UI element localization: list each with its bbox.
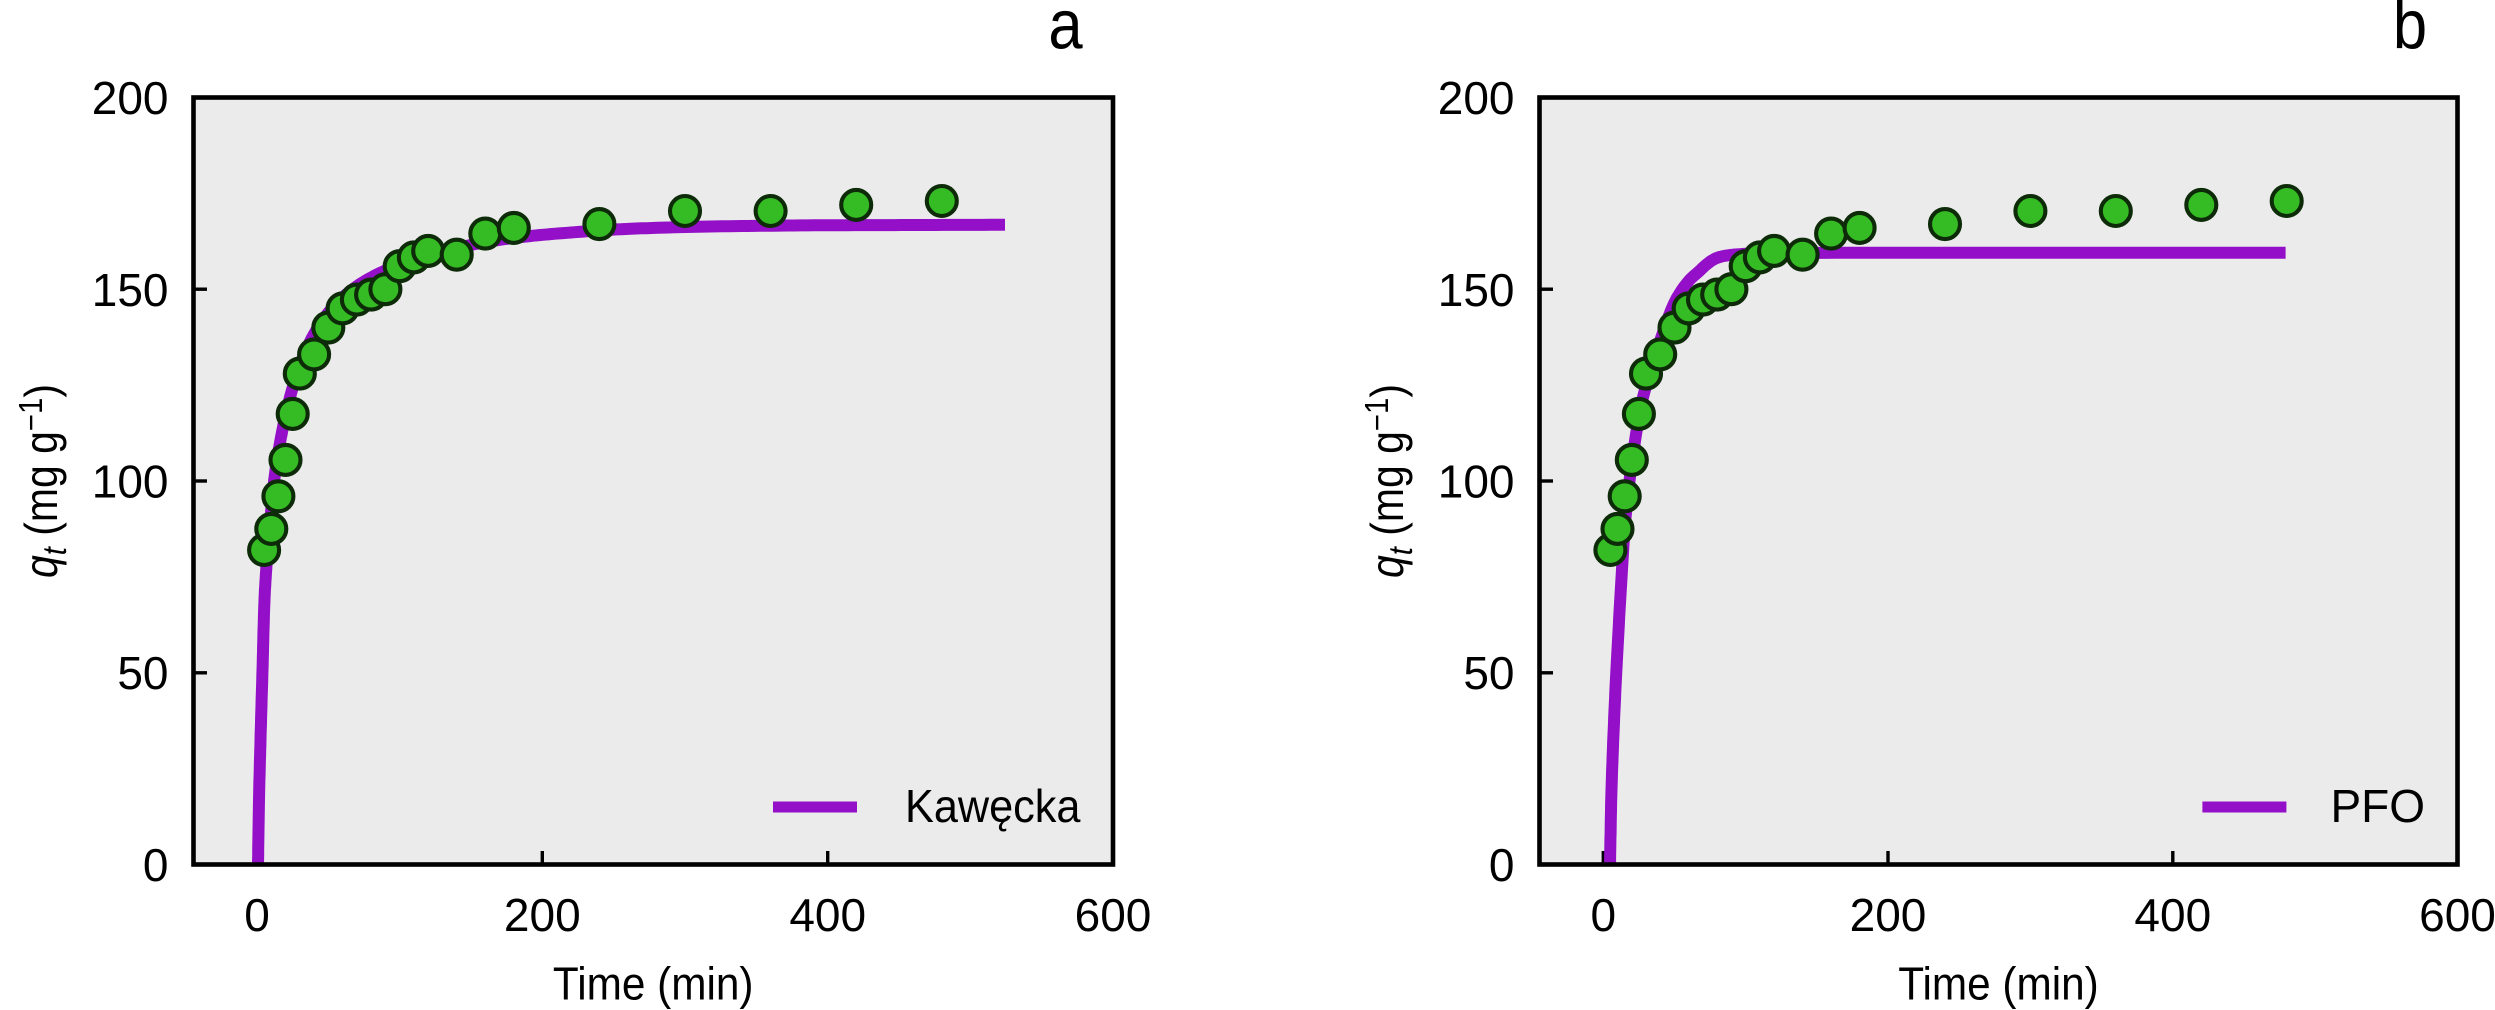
- svg-text:400: 400: [789, 889, 866, 941]
- svg-text:100: 100: [92, 456, 169, 508]
- svg-text:0: 0: [244, 889, 270, 941]
- svg-text:Time (min): Time (min): [553, 959, 754, 1010]
- svg-text:200: 200: [92, 72, 169, 124]
- svg-text:0: 0: [1591, 889, 1617, 941]
- svg-text:200: 200: [1438, 72, 1515, 124]
- svg-text:600: 600: [1075, 889, 1152, 941]
- svg-text:400: 400: [2134, 889, 2211, 941]
- svg-text:Kawęcka: Kawęcka: [905, 782, 1081, 832]
- svg-text:150: 150: [92, 264, 169, 316]
- svg-text:a: a: [1048, 0, 1083, 63]
- svg-text:b: b: [2393, 0, 2427, 63]
- svg-text:150: 150: [1438, 264, 1515, 316]
- svg-text:200: 200: [1850, 889, 1927, 941]
- svg-text:qt (mg g−1): qt (mg g−1): [12, 384, 73, 578]
- svg-text:100: 100: [1438, 456, 1515, 508]
- svg-text:200: 200: [504, 889, 581, 941]
- svg-text:0: 0: [143, 839, 169, 891]
- svg-text:0: 0: [1489, 839, 1515, 891]
- svg-text:600: 600: [2419, 889, 2495, 941]
- svg-text:50: 50: [1463, 647, 1514, 699]
- svg-text:qt (mg g−1): qt (mg g−1): [1358, 384, 1419, 578]
- svg-text:Time (min): Time (min): [1898, 959, 2099, 1010]
- svg-text:50: 50: [117, 647, 168, 699]
- svg-text:PFO: PFO: [2331, 780, 2426, 832]
